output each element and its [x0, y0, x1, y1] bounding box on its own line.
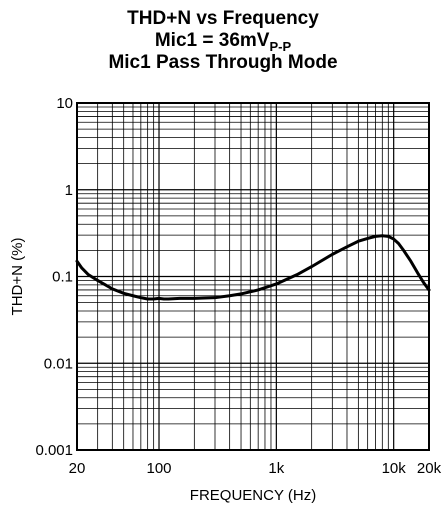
x-tick-label: 20k — [417, 460, 442, 477]
chart-title-line-1: THD+N vs Frequency — [127, 8, 319, 29]
title-line-text: THD+N vs Frequency — [127, 8, 319, 29]
x-tick-label: 100 — [146, 460, 171, 477]
chart-title-line-2: Mic1 = 36mVP-P — [155, 30, 292, 54]
x-tick-label: 1k — [268, 460, 284, 477]
title-subscript: P-P — [269, 39, 291, 54]
plot-frame — [76, 102, 430, 451]
x-tick-label: 10k — [382, 460, 407, 477]
y-tick-label: 0.001 — [35, 442, 73, 459]
x-axis-label: FREQUENCY (Hz) — [190, 487, 316, 504]
grid — [77, 103, 429, 450]
series-line-1 — [75, 234, 431, 301]
title-line-text: Mic1 Pass Through Mode — [108, 52, 337, 73]
x-tick-label: 20 — [69, 460, 86, 477]
y-tick-label: 10 — [56, 95, 73, 112]
y-tick-label: 0.01 — [44, 355, 73, 372]
y-tick-labels: 10 1 0.1 0.01 0.001 — [35, 95, 73, 459]
title-line-text: Mic1 = 36mV — [155, 30, 270, 51]
y-tick-label: 0.1 — [52, 269, 73, 286]
series — [75, 234, 431, 301]
y-axis-label: THD+N (%) — [9, 238, 26, 316]
chart-title-line-3: Mic1 Pass Through Mode — [108, 52, 337, 73]
y-tick-label: 1 — [65, 182, 73, 199]
x-tick-labels: 20 100 1k 10k 20k — [69, 460, 442, 477]
